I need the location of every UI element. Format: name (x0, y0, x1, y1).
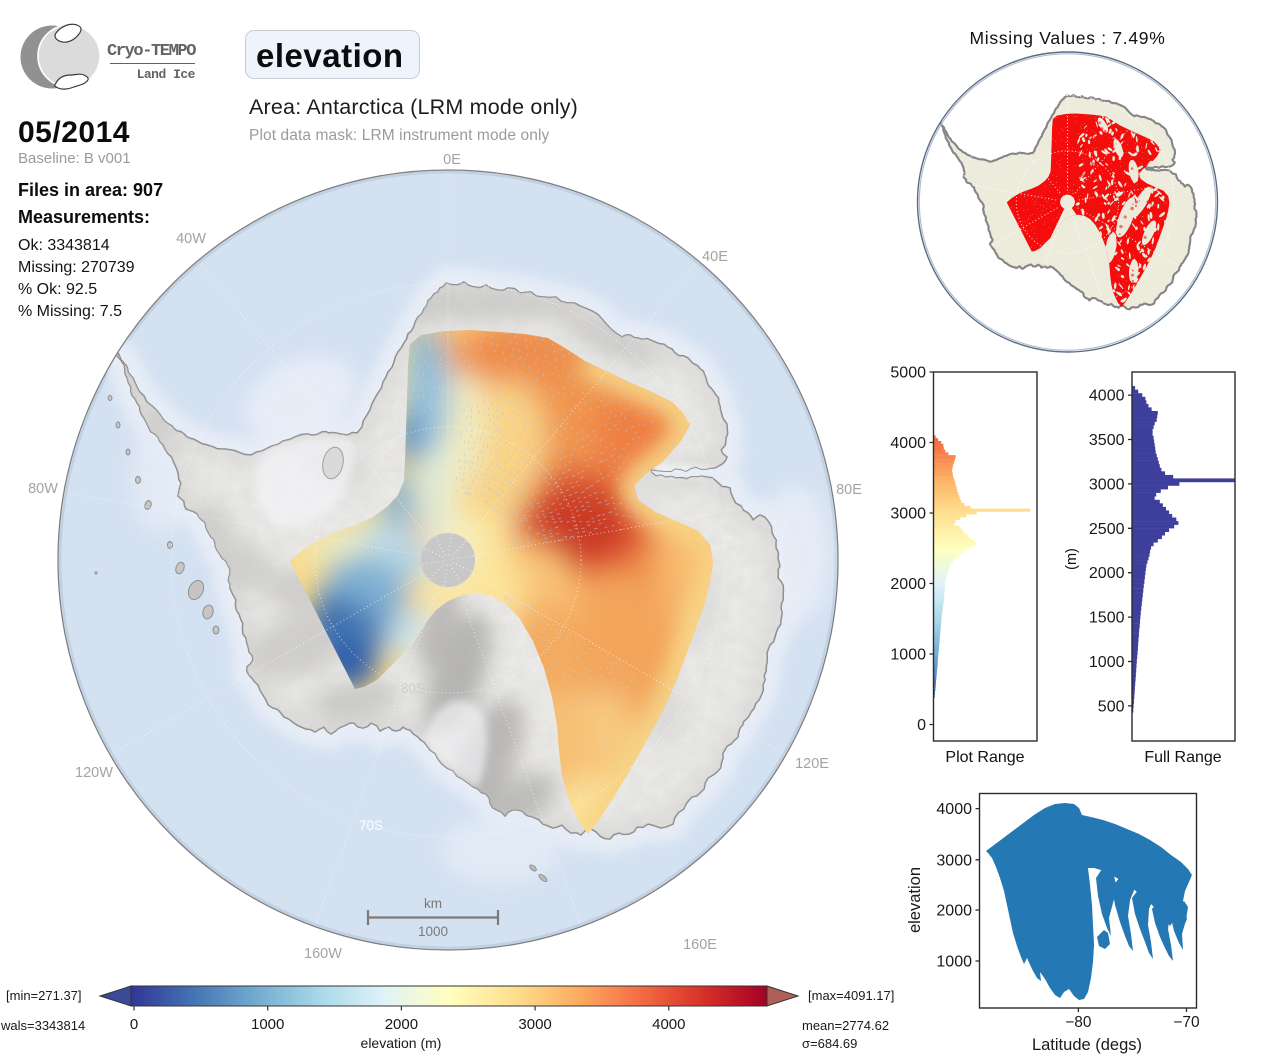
svg-text:40E: 40E (702, 249, 728, 265)
svg-text:2000: 2000 (1089, 565, 1125, 582)
svg-text:160E: 160E (683, 937, 717, 953)
svg-text:km: km (424, 896, 442, 911)
svg-text:−80: −80 (1065, 1014, 1092, 1031)
svg-text:120E: 120E (795, 756, 829, 772)
svg-text:[max=4091.17]: [max=4091.17] (808, 988, 894, 1003)
svg-text:1000: 1000 (1089, 654, 1125, 671)
svg-text:mean=2774.62: mean=2774.62 (802, 1018, 889, 1033)
svg-text:80E: 80E (836, 482, 862, 498)
svg-text:0: 0 (130, 1016, 138, 1033)
svg-text:4000: 4000 (1089, 388, 1125, 405)
svg-text:500: 500 (1098, 698, 1125, 715)
svg-text:1000: 1000 (418, 924, 448, 939)
svg-text:80W: 80W (28, 481, 58, 497)
svg-text:2000: 2000 (385, 1016, 418, 1033)
svg-text:1000: 1000 (936, 954, 972, 971)
svg-text:120W: 120W (75, 765, 113, 781)
svg-text:0: 0 (917, 717, 926, 734)
svg-text:3000: 3000 (1089, 476, 1125, 493)
svg-text:Full Range: Full Range (1144, 749, 1221, 766)
svg-text:2000: 2000 (890, 576, 926, 593)
svg-text:0E: 0E (443, 152, 461, 168)
svg-text:4000: 4000 (936, 801, 972, 818)
svg-text:elevation: elevation (906, 867, 924, 933)
svg-text:Latitude (degs): Latitude (degs) (1032, 1036, 1142, 1054)
svg-text:70S: 70S (359, 818, 383, 833)
svg-text:wals=3343814: wals=3343814 (0, 1018, 85, 1033)
svg-text:3000: 3000 (518, 1016, 551, 1033)
svg-text:2500: 2500 (1089, 521, 1125, 538)
svg-text:[min=271.37]: [min=271.37] (6, 988, 82, 1003)
svg-text:1000: 1000 (890, 647, 926, 664)
svg-text:1500: 1500 (1089, 610, 1125, 627)
svg-text:3000: 3000 (936, 852, 972, 869)
svg-text:80S: 80S (401, 681, 425, 696)
svg-text:5000: 5000 (890, 365, 926, 382)
svg-text:−70: −70 (1173, 1014, 1200, 1031)
svg-text:160W: 160W (304, 946, 342, 962)
svg-text:σ=684.69: σ=684.69 (802, 1036, 857, 1051)
svg-text:4000: 4000 (652, 1016, 685, 1033)
svg-text:3000: 3000 (890, 506, 926, 523)
svg-text:elevation (m): elevation (m) (361, 1035, 442, 1051)
svg-text:2000: 2000 (936, 903, 972, 920)
svg-text:4000: 4000 (890, 435, 926, 452)
svg-text:Plot Range: Plot Range (945, 749, 1024, 766)
svg-text:40W: 40W (176, 231, 206, 247)
svg-text:1000: 1000 (251, 1016, 284, 1033)
svg-text:(m): (m) (1064, 548, 1080, 570)
svg-text:3500: 3500 (1089, 432, 1125, 449)
